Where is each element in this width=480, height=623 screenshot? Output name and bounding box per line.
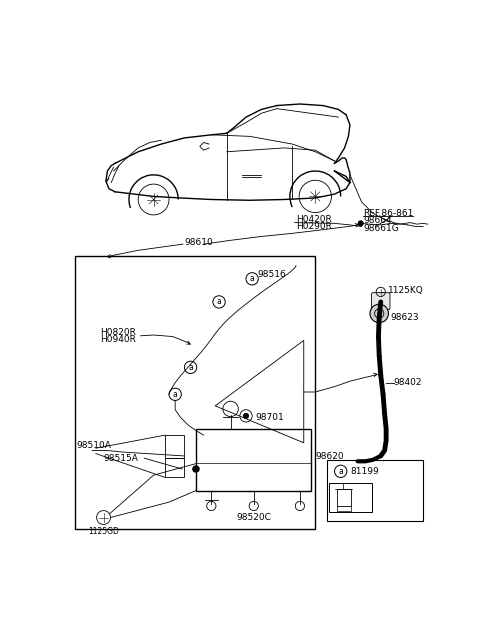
Text: 98510A: 98510A [77, 442, 111, 450]
Text: 98516: 98516 [258, 270, 286, 280]
Text: 1125KQ: 1125KQ [388, 286, 424, 295]
Text: 81199: 81199 [350, 467, 379, 476]
Text: 98402: 98402 [394, 378, 422, 388]
Text: H0290R: H0290R [296, 222, 332, 231]
Bar [329, 483, 372, 512]
Text: 98520C: 98520C [236, 513, 271, 522]
Text: 98515A: 98515A [104, 454, 138, 463]
Text: H0940R: H0940R [100, 335, 135, 344]
Circle shape [370, 304, 388, 323]
Circle shape [193, 466, 199, 472]
Text: 98623: 98623 [391, 313, 420, 322]
Text: 98664: 98664 [364, 216, 393, 225]
FancyBboxPatch shape [372, 293, 390, 310]
Text: a: a [173, 390, 178, 399]
Text: 98620: 98620 [315, 452, 344, 461]
Bar [337, 489, 351, 506]
Text: a: a [216, 297, 221, 307]
Bar [165, 459, 184, 477]
Text: 98610: 98610 [184, 238, 213, 247]
Text: a: a [338, 467, 343, 476]
Bar [196, 429, 312, 490]
Text: REF.86-861: REF.86-861 [363, 209, 413, 218]
Text: 98701: 98701 [255, 413, 284, 422]
Bar [165, 435, 184, 459]
Circle shape [359, 221, 363, 226]
Bar [327, 460, 423, 521]
Text: a: a [188, 363, 193, 372]
Text: H0420R: H0420R [296, 215, 332, 224]
Text: H0820R: H0820R [100, 328, 135, 337]
Text: a: a [250, 274, 254, 283]
Bar [75, 255, 315, 529]
Circle shape [244, 414, 248, 418]
Circle shape [193, 467, 198, 472]
Text: 1125GD: 1125GD [88, 527, 119, 536]
Text: 98661G: 98661G [364, 224, 399, 233]
